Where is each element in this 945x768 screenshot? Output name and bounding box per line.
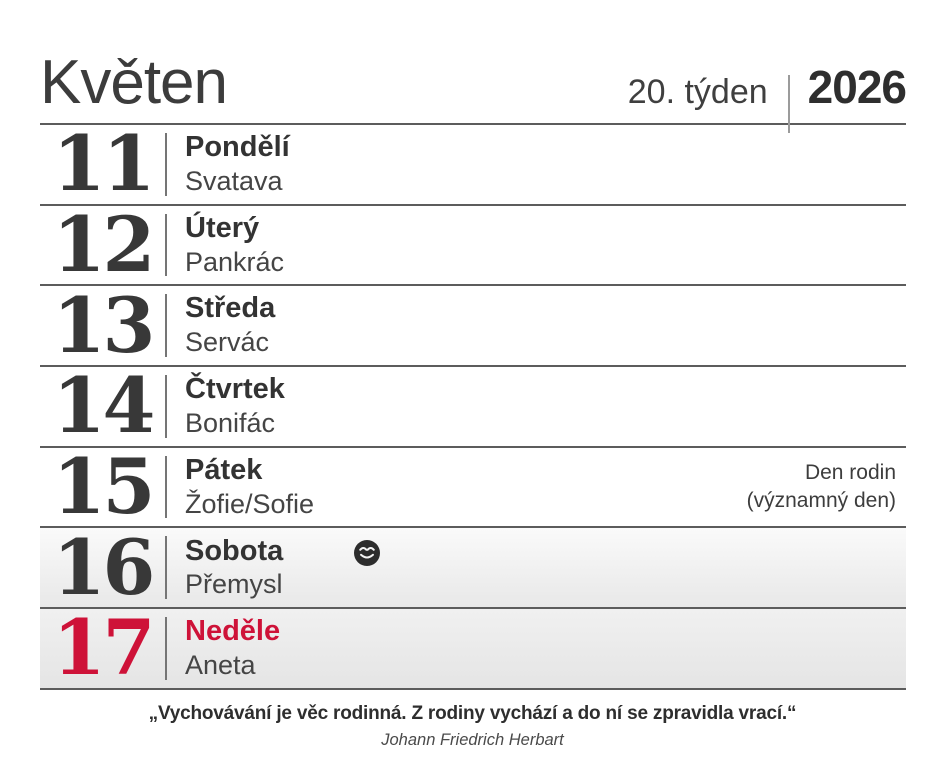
day-name: Pátek bbox=[185, 453, 263, 486]
day-name: Sobota bbox=[185, 534, 284, 567]
day-name: Čtvrtek bbox=[185, 373, 285, 406]
day-number: 16 bbox=[52, 522, 156, 612]
name-day: Žofie/Sofie bbox=[185, 488, 315, 519]
day-info: Pondělí Svatava bbox=[165, 131, 445, 196]
day-number: 11 bbox=[52, 119, 156, 209]
day-number-cell: 13 bbox=[40, 286, 165, 365]
year-label: 2026 bbox=[807, 61, 907, 113]
day-row: 13 Středa Servác bbox=[40, 286, 906, 368]
day-name: Pondělí bbox=[185, 131, 290, 164]
holiday-note-line: (významný den) bbox=[746, 489, 896, 513]
footer-quote: „Vychovávání je věc rodinná. Z rodiny vy… bbox=[148, 702, 797, 724]
name-day: Servác bbox=[185, 327, 270, 358]
holiday-note: Den rodin (významný den) bbox=[747, 459, 906, 516]
day-number-cell: 15 bbox=[40, 448, 165, 527]
day-number-cell: 11 bbox=[40, 125, 165, 204]
quote-author: Johann Friedrich Herbart bbox=[381, 730, 564, 749]
day-number-cell: 16 bbox=[40, 528, 165, 607]
day-number: 12 bbox=[52, 200, 156, 290]
name-day: Svatava bbox=[185, 165, 283, 196]
new-moon-face-icon bbox=[352, 538, 382, 568]
day-info: Středa Servác bbox=[165, 292, 445, 358]
day-name: Středa bbox=[185, 292, 276, 325]
name-day: Aneta bbox=[185, 650, 256, 681]
day-name: Neděle bbox=[185, 615, 281, 648]
day-number: 17 bbox=[52, 603, 156, 693]
holiday-note-line: Den rodin bbox=[804, 460, 896, 484]
day-row: 11 Pondělí Svatava bbox=[40, 125, 906, 206]
calendar-header: Květen 20. týden 2026 bbox=[40, 0, 907, 133]
day-info: Pátek Žofie/Sofie bbox=[165, 453, 445, 519]
week-label: 20. týden bbox=[627, 73, 768, 111]
day-row: 15 Pátek Žofie/Sofie Den rodin (významný … bbox=[40, 448, 906, 529]
day-row: 14 Čtvrtek Bonifác bbox=[40, 367, 906, 448]
day-info: Úterý Pankrác bbox=[165, 211, 445, 277]
day-number: 14 bbox=[52, 361, 156, 451]
month-title: Květen bbox=[40, 48, 228, 117]
name-day: Přemysl bbox=[185, 569, 283, 600]
day-info: Sobota Přemysl bbox=[165, 534, 445, 600]
day-info: Neděle Aneta bbox=[165, 615, 445, 681]
day-row: 12 Úterý Pankrác bbox=[40, 206, 906, 287]
day-number-cell: 12 bbox=[40, 206, 165, 285]
day-info: Čtvrtek Bonifác bbox=[165, 373, 445, 439]
header-divider bbox=[787, 75, 790, 133]
day-number-cell: 14 bbox=[40, 367, 165, 446]
name-day: Pankrác bbox=[185, 246, 285, 277]
name-day: Bonifác bbox=[185, 408, 276, 439]
day-number-cell: 17 bbox=[40, 609, 165, 688]
day-name: Úterý bbox=[185, 211, 260, 244]
day-row: 16 Sobota Přemysl bbox=[40, 528, 906, 610]
day-number: 15 bbox=[52, 442, 156, 532]
calendar-footer: „Vychovávání je věc rodinná. Z rodiny vy… bbox=[0, 690, 945, 750]
calendar-rows: 11 Pondělí Svatava 12 Úterý Pankrác 13 S… bbox=[40, 125, 906, 690]
day-row: 17 Neděle Aneta bbox=[40, 609, 906, 690]
day-number: 13 bbox=[52, 280, 156, 370]
